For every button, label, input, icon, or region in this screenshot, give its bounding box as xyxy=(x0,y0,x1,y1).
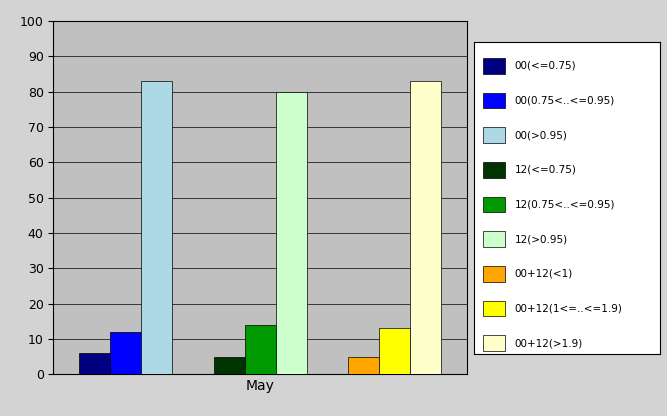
Text: 00(<=0.75): 00(<=0.75) xyxy=(515,61,576,71)
Bar xyxy=(483,197,506,212)
Text: 12(>0.95): 12(>0.95) xyxy=(515,234,568,244)
Bar xyxy=(275,92,307,374)
Text: 00+12(>1.9): 00+12(>1.9) xyxy=(515,338,583,348)
Bar xyxy=(483,162,506,178)
Bar xyxy=(141,81,172,374)
Bar xyxy=(483,335,506,351)
Bar xyxy=(483,58,506,74)
Text: 00(>0.95): 00(>0.95) xyxy=(515,130,568,140)
Bar xyxy=(348,357,379,374)
Bar xyxy=(483,266,506,282)
Bar xyxy=(79,353,110,374)
Text: 12(0.75<..<=0.95): 12(0.75<..<=0.95) xyxy=(515,200,615,210)
Bar xyxy=(483,301,506,316)
Bar xyxy=(483,93,506,108)
Bar xyxy=(245,325,275,374)
Bar xyxy=(483,231,506,247)
Bar xyxy=(110,332,141,374)
Bar xyxy=(483,127,506,143)
Text: 00+12(<1): 00+12(<1) xyxy=(515,269,573,279)
Bar xyxy=(213,357,245,374)
Bar xyxy=(410,81,441,374)
Text: 00(0.75<..<=0.95): 00(0.75<..<=0.95) xyxy=(515,96,615,106)
Text: 12(<=0.75): 12(<=0.75) xyxy=(515,165,576,175)
Text: 00+12(1<=..<=1.9): 00+12(1<=..<=1.9) xyxy=(515,304,622,314)
Bar xyxy=(379,329,410,374)
